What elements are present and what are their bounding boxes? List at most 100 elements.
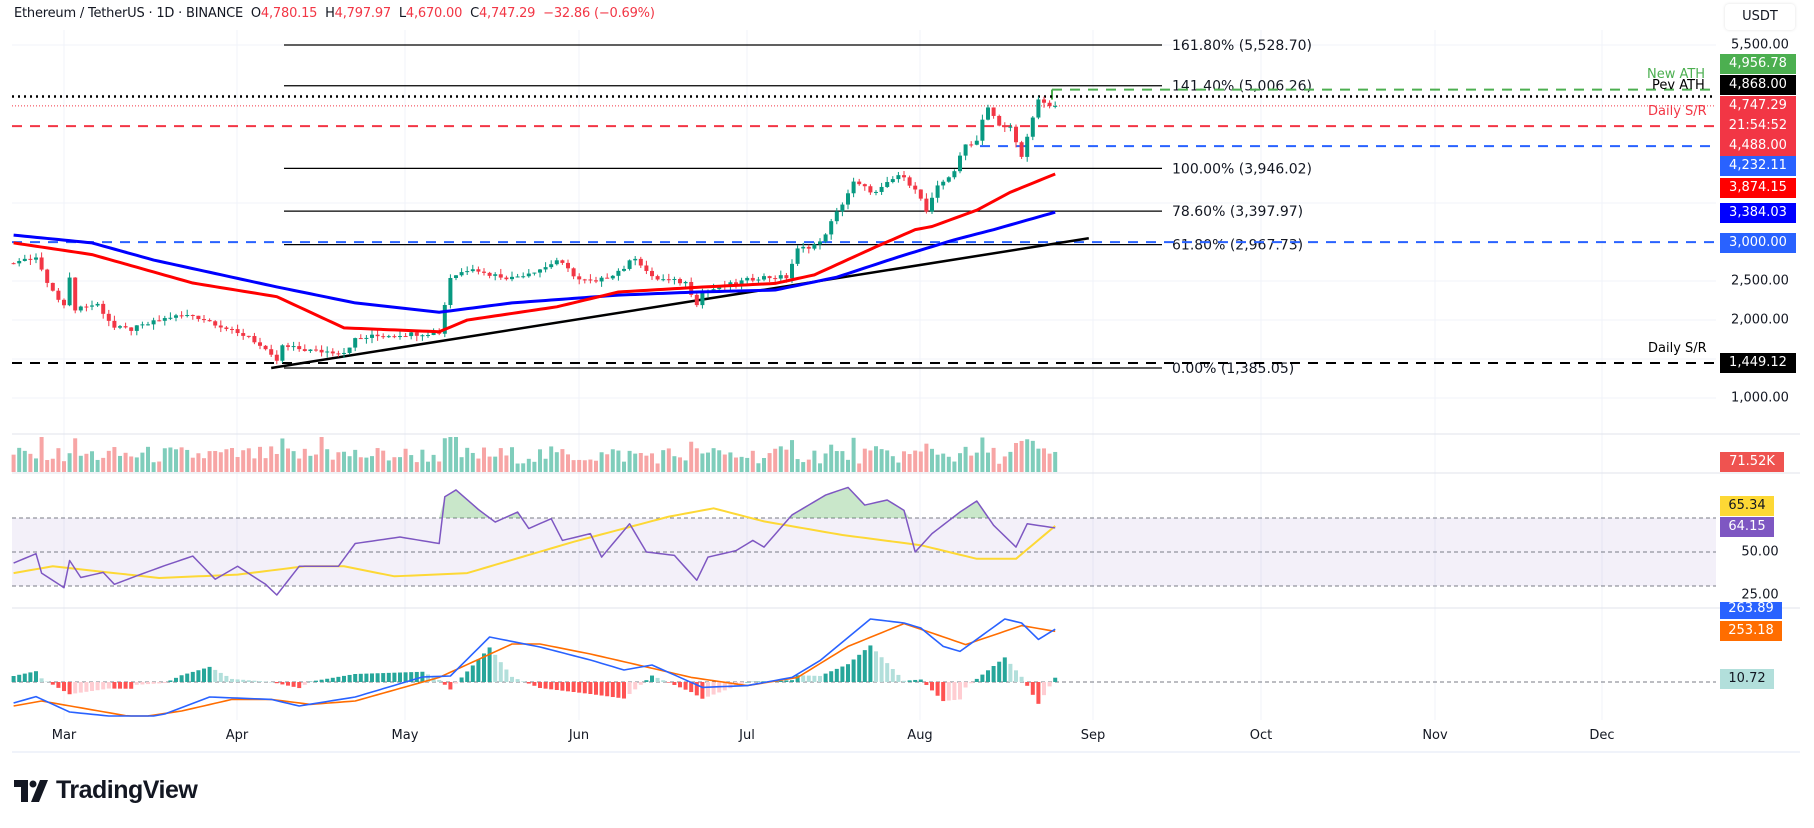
- macd-histogram-bar: [392, 672, 397, 682]
- candle-body: [801, 246, 806, 249]
- volume-bar: [151, 462, 156, 472]
- volume-bar: [297, 458, 302, 472]
- candle-body: [1025, 136, 1030, 157]
- month-label: Nov: [1422, 728, 1448, 743]
- macd-histogram-bar: [1047, 682, 1052, 687]
- macd-histogram-bar: [1002, 657, 1007, 682]
- macd-histogram-bar: [694, 682, 699, 696]
- candle-body: [532, 272, 537, 274]
- volume-bar: [386, 460, 391, 472]
- candle-body: [521, 276, 526, 278]
- candle-body: [482, 271, 486, 273]
- candle-body: [409, 332, 414, 337]
- candle-body: [974, 140, 979, 145]
- candle-body: [745, 277, 750, 281]
- close-label: C: [470, 6, 479, 21]
- candle-body: [325, 351, 330, 353]
- candle-body: [846, 193, 850, 205]
- macd-histogram-bar: [358, 673, 363, 682]
- fib-level-label: 0.00% (1,385.05): [1172, 361, 1294, 377]
- macd-histogram-bar: [745, 682, 750, 683]
- candle-body: [991, 107, 996, 116]
- price-tick: 1,000.00: [1731, 390, 1789, 406]
- candle-body: [308, 349, 313, 352]
- macd-histogram-bar: [403, 672, 408, 682]
- volume-bar: [538, 449, 542, 472]
- volume-bar: [241, 450, 246, 472]
- macd-histogram-bar: [168, 680, 173, 682]
- volume-bar: [728, 452, 733, 472]
- macd-histogram-bar: [78, 682, 83, 693]
- candle-body: [465, 271, 470, 273]
- macd-histogram-bar: [426, 674, 430, 682]
- candle-body: [347, 347, 352, 353]
- macd-histogram-bar: [504, 669, 509, 682]
- volume-bar: [756, 463, 761, 472]
- macd-histogram-bar: [879, 657, 884, 682]
- chart-canvas[interactable]: 161.80% (5,528.70) 141.40% (5,006.26) 100.…: [0, 0, 1814, 760]
- candle-body: [661, 279, 666, 281]
- candle-body: [34, 257, 38, 260]
- macd-histogram-bar: [678, 682, 682, 688]
- candle-body: [762, 276, 766, 280]
- candle-body: [840, 204, 845, 212]
- volume-bar: [907, 454, 912, 472]
- volume-bar: [482, 447, 486, 472]
- volume-bar: [846, 459, 850, 472]
- volume-bar: [185, 449, 190, 472]
- candle-body: [246, 335, 251, 337]
- volume-bar: [762, 457, 766, 472]
- macd-histogram-bar: [218, 672, 223, 682]
- volume-bar: [409, 455, 414, 472]
- candle-body: [174, 315, 178, 318]
- candle-body: [997, 115, 1002, 126]
- macd-histogram-bar: [661, 680, 666, 682]
- macd-histogram-bar: [230, 678, 234, 682]
- candle-body: [1030, 117, 1035, 137]
- volume-bar: [582, 460, 587, 472]
- volume-bar: [442, 438, 447, 472]
- macd-histogram-bar: [157, 682, 162, 684]
- volume-bar: [683, 460, 688, 472]
- volume-bar: [605, 454, 610, 472]
- macd-histogram-bar: [207, 666, 212, 682]
- volume-bar: [722, 454, 727, 472]
- month-label: Jun: [568, 728, 590, 743]
- macd-histogram-bar: [700, 682, 705, 699]
- daily-sr-low-label: Daily S/R: [1648, 341, 1707, 356]
- macd-histogram-bar: [56, 682, 61, 688]
- macd-histogram-bar: [1008, 663, 1013, 682]
- candle-body: [958, 155, 962, 172]
- macd-histogram-bar: [67, 682, 72, 695]
- candle-body: [778, 275, 783, 279]
- macd-histogram-bar: [829, 671, 834, 682]
- candle-body: [941, 181, 946, 186]
- tradingview-logo-icon: [14, 779, 48, 802]
- macd-histogram-bar: [924, 682, 929, 685]
- candle-body: [571, 268, 576, 277]
- volume-bar: [448, 437, 453, 472]
- tradingview-logo[interactable]: TradingView: [14, 776, 198, 805]
- candle-body: [907, 177, 912, 186]
- candle-body: [566, 262, 570, 269]
- volume-bar: [454, 437, 458, 472]
- candle-body: [622, 268, 626, 271]
- volume-bar: [62, 461, 66, 472]
- macd-histogram-bar: [62, 682, 66, 692]
- volume-bar: [946, 456, 951, 472]
- candle-body: [252, 336, 257, 343]
- macd-histogram-bar: [409, 672, 414, 682]
- macd-histogram-bar: [493, 654, 498, 682]
- rsi-overbought-fill: [13, 487, 1056, 518]
- support-price-tag: 4,232.11: [1720, 156, 1796, 176]
- volume-bar: [375, 448, 380, 472]
- volume-bar: [918, 451, 923, 472]
- rsi-tick: 50.00: [1741, 544, 1779, 560]
- candle-body: [896, 175, 901, 180]
- macd-histogram-bar: [834, 668, 839, 682]
- macd-histogram-bar: [616, 682, 621, 698]
- candle-body: [885, 182, 890, 187]
- volume-bar: [599, 452, 604, 472]
- currency-button[interactable]: USDT: [1725, 4, 1795, 30]
- volume-bar: [958, 453, 962, 472]
